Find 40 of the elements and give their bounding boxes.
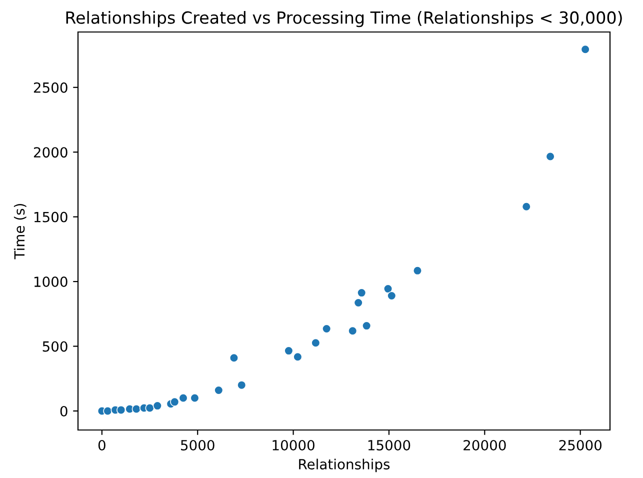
point <box>293 352 302 362</box>
y-tick-label: 1500 <box>34 212 68 222</box>
point <box>522 202 531 212</box>
x-tick-label: 15000 <box>368 440 410 450</box>
point <box>284 346 294 356</box>
y-tick-label: 2000 <box>34 147 68 158</box>
point <box>362 321 372 330</box>
point <box>357 288 366 298</box>
point <box>190 393 200 403</box>
point <box>214 386 224 395</box>
point <box>412 266 422 276</box>
point <box>546 152 555 162</box>
point <box>103 406 112 416</box>
y-tick-label: 500 <box>42 341 68 352</box>
point <box>311 338 320 348</box>
y-axis-title: Time (s) <box>14 204 26 260</box>
point <box>580 44 590 54</box>
point <box>229 353 239 362</box>
point <box>132 404 141 414</box>
point <box>170 397 180 406</box>
point <box>237 380 246 390</box>
point <box>152 401 162 410</box>
point <box>354 298 363 308</box>
point <box>145 403 154 413</box>
x-axis-title: Relationships <box>299 458 390 472</box>
point <box>178 393 188 403</box>
point <box>348 326 358 336</box>
y-tick-label: 2500 <box>34 82 68 93</box>
point <box>322 324 332 334</box>
x-tick-label: 0 <box>98 440 106 450</box>
y-tick-label: 1000 <box>34 276 68 288</box>
point <box>116 405 126 415</box>
chart-title: Relationships Created vs Processing Time (Relationships < 30,000) <box>66 11 622 28</box>
x-tick-label: 10000 <box>272 440 314 450</box>
point <box>383 284 393 294</box>
x-tick-label: 25000 <box>559 440 602 450</box>
x-tick-label: 5000 <box>181 440 214 450</box>
point <box>387 291 396 300</box>
y-tick-label: 0 <box>60 406 68 416</box>
x-tick-label: 20000 <box>464 440 506 450</box>
